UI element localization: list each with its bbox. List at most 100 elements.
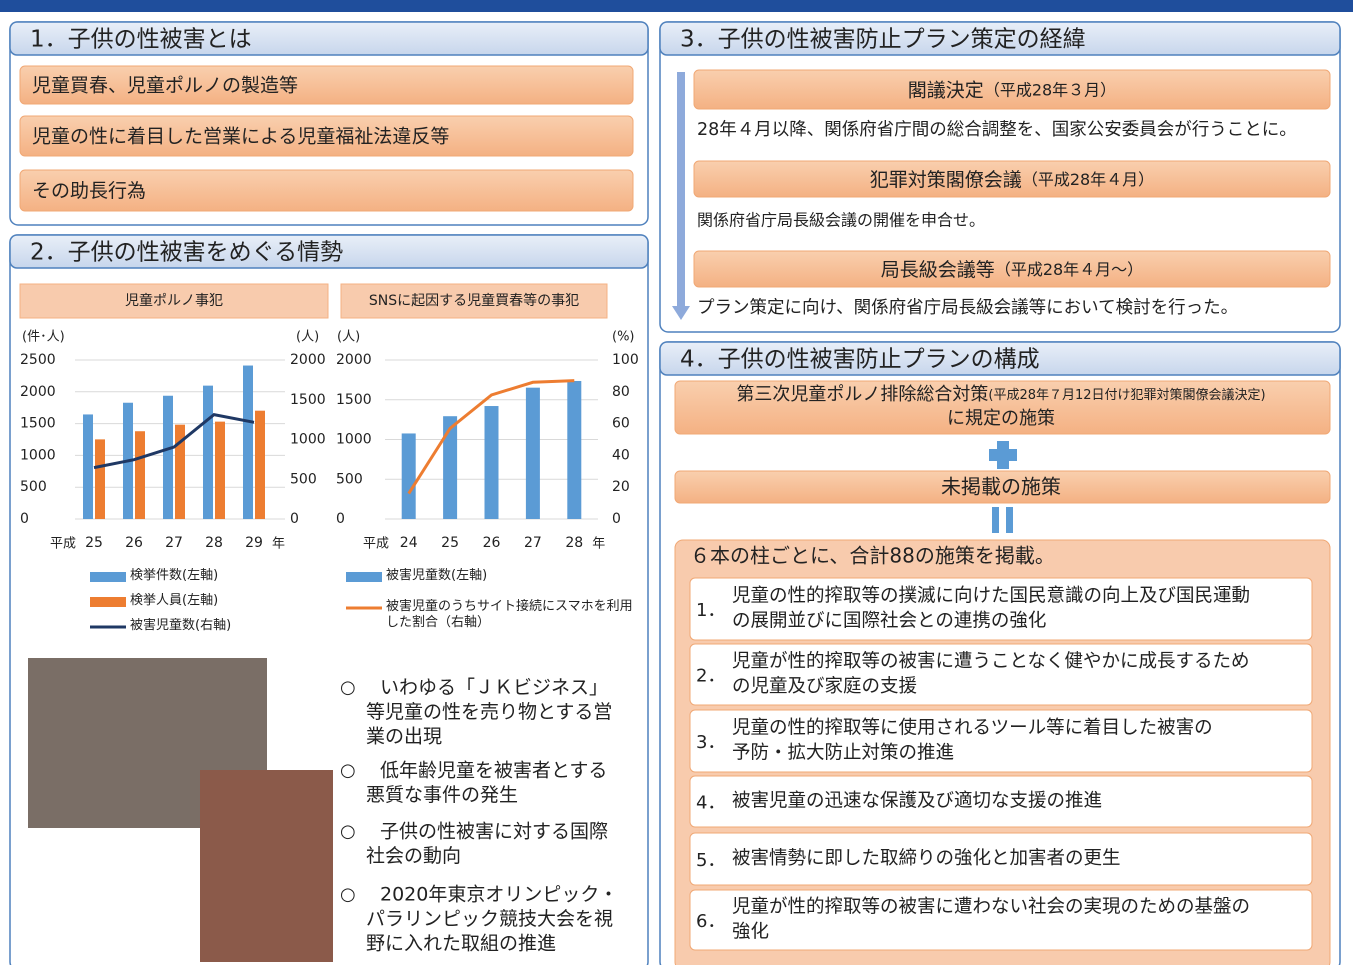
x-suffix: 年	[592, 537, 605, 552]
pillar-text: 被害情勢に即した取締りの強化と加害者の更生	[732, 848, 1121, 869]
x-tick-label: 26	[483, 535, 501, 551]
step-date: （平成28年４月）	[1022, 170, 1154, 189]
pillar-text: の児童及び家庭の支援	[732, 676, 917, 697]
bullet-text: いわゆる「ＪＫビジネス」	[380, 677, 608, 699]
y-tick-label: 2500	[20, 352, 56, 368]
bullet-text: 悪質な事件の発生	[366, 784, 518, 806]
item-text: 児童の性に着目した営業による児童福祉法違反等	[32, 126, 449, 148]
legend-label: 被害児童数(右軸)	[130, 618, 380, 634]
bar	[567, 381, 581, 519]
item-text: 児童買春、児童ポルノの製造等	[32, 75, 298, 97]
y2-tick-label: 0	[612, 511, 621, 527]
source-main: 第三次児童ポルノ排除総合対策	[736, 384, 988, 405]
pillar-number: 4．	[696, 793, 725, 814]
legend-label-box: 被害児童のうちサイト接続にスマホを利用した割合（右軸）	[386, 599, 636, 639]
step-title: 局長級会議等	[881, 259, 995, 281]
equals-icon	[1006, 507, 1013, 533]
section-title: 4．子供の性被害防止プランの構成	[680, 347, 1040, 373]
section-title: 1．子供の性被害とは	[30, 27, 252, 53]
y2-tick-label: 40	[612, 447, 630, 463]
y-tick-label: 0	[336, 511, 345, 527]
bar	[215, 422, 225, 519]
bullet-mark: ○	[340, 821, 356, 842]
bullet-text: パラリンピック競技大会を視	[366, 908, 613, 930]
y2-tick-label: 60	[612, 416, 630, 432]
x-tick-label: 25	[85, 535, 103, 551]
y2-tick-label: 20	[612, 479, 630, 495]
step-text: 関係府省庁局長級会議の開催を申合せ。	[697, 211, 985, 230]
legend-label: 被害児童数(左軸)	[386, 568, 636, 584]
bullet-text: 2020年東京オリンピック・	[380, 884, 618, 906]
bullet-text: 等児童の性を売り物とする営	[366, 701, 612, 723]
bar	[402, 433, 416, 519]
y2-tick-label: 80	[612, 384, 630, 400]
bar	[443, 416, 457, 519]
bullet-text: 子供の性被害に対する国際	[380, 821, 608, 843]
step-text: 28年４月以降、関係府省庁間の総合調整を、国家公安委員会が行うことに。	[697, 120, 1297, 140]
y-tick-label: 500	[336, 471, 363, 487]
axis-unit: (%)	[612, 330, 635, 345]
bar	[243, 366, 253, 519]
equals-icon	[992, 507, 999, 533]
bar	[163, 396, 173, 519]
section-title: 2．子供の性被害をめぐる情勢	[30, 240, 343, 266]
bar	[255, 411, 265, 519]
legend-label: 被害児童のうちサイト接続にスマホを利用した割合（右軸）	[386, 599, 636, 631]
legend-label: 検挙件数(左軸)	[130, 568, 380, 584]
step-text: プラン策定に向け、関係府省庁局長級会議等において検討を行った。	[697, 298, 1238, 318]
x-tick-label: 25	[441, 535, 459, 551]
bar	[526, 388, 540, 519]
pillar-number: 5．	[696, 850, 725, 871]
legend-swatch	[90, 597, 126, 607]
x-tick-label: 27	[524, 535, 542, 551]
page: {"section1":{"title":"1．子供の性被害とは","items…	[0, 0, 1353, 965]
axis-unit: (人)	[296, 330, 319, 345]
x-tick-label: 29	[245, 535, 263, 551]
summary-text: ６本の柱ごとに、合計88の施策を掲載。	[690, 544, 1055, 568]
y-tick-label: 1500	[20, 416, 56, 432]
x-tick-label: 24	[400, 535, 418, 551]
legend-label: 検挙人員(左軸)	[130, 593, 380, 609]
x-tick-label: 26	[125, 535, 143, 551]
y2-tick-label: 1000	[290, 432, 326, 448]
photo	[200, 770, 333, 962]
y-tick-label: 2000	[336, 352, 372, 368]
y2-tick-label: 0	[290, 511, 299, 527]
section-title: 3．子供の性被害防止プラン策定の経緯	[680, 27, 1086, 53]
bar	[485, 406, 499, 519]
bullet-mark: ○	[340, 677, 356, 698]
x-tick-label: 28	[565, 535, 583, 551]
x-prefix: 平成	[363, 537, 389, 552]
pillar-text: 児童の性的搾取等に使用されるツール等に着目した被害の	[732, 718, 1213, 739]
y2-tick-label: 100	[612, 352, 639, 368]
source-line2: に規定の施策	[947, 408, 1055, 429]
pillar-text: 児童の性的搾取等の撲滅に向けた国民意識の向上及び国民運動	[732, 586, 1250, 607]
legend-label-box: 被害児童数(右軸)	[130, 618, 380, 658]
x-tick-label: 28	[205, 535, 223, 551]
bar	[95, 439, 105, 519]
step-heading: 局長級会議等（平成28年４月～）	[881, 259, 1143, 281]
y-tick-label: 0	[20, 511, 29, 527]
step-heading: 犯罪対策閣僚会議（平成28年４月）	[870, 169, 1154, 191]
bar	[83, 414, 93, 519]
addition-text: 未掲載の施策	[941, 475, 1061, 499]
bullet-text: 業の出現	[366, 726, 442, 748]
bar	[203, 386, 213, 519]
step-date: （平成28年４月～）	[995, 260, 1143, 279]
step-title: 犯罪対策閣僚会議	[870, 169, 1022, 191]
y-tick-label: 1500	[336, 392, 372, 408]
source-note: (平成28年７月12日付け犯罪対策閣僚会議決定)	[988, 387, 1265, 403]
source-line: 第三次児童ポルノ排除総合対策(平成28年７月12日付け犯罪対策閣僚会議決定)	[736, 384, 1265, 405]
y-tick-label: 2000	[20, 384, 56, 400]
step-date: （平成28年３月）	[984, 80, 1116, 99]
chart-title: SNSに起因する児童買春等の事犯	[369, 292, 579, 309]
bullet-mark: ○	[340, 760, 356, 781]
pillar-number: 1．	[696, 600, 725, 621]
pillar-text: 予防・拡大防止対策の推進	[732, 743, 954, 764]
pillar-number: 2．	[696, 666, 725, 687]
y-tick-label: 1000	[336, 432, 372, 448]
x-tick-label: 27	[165, 535, 183, 551]
pillar-text: 強化	[732, 922, 769, 943]
step-heading: 閣議決定（平成28年３月）	[908, 79, 1116, 101]
x-suffix: 年	[272, 537, 285, 552]
